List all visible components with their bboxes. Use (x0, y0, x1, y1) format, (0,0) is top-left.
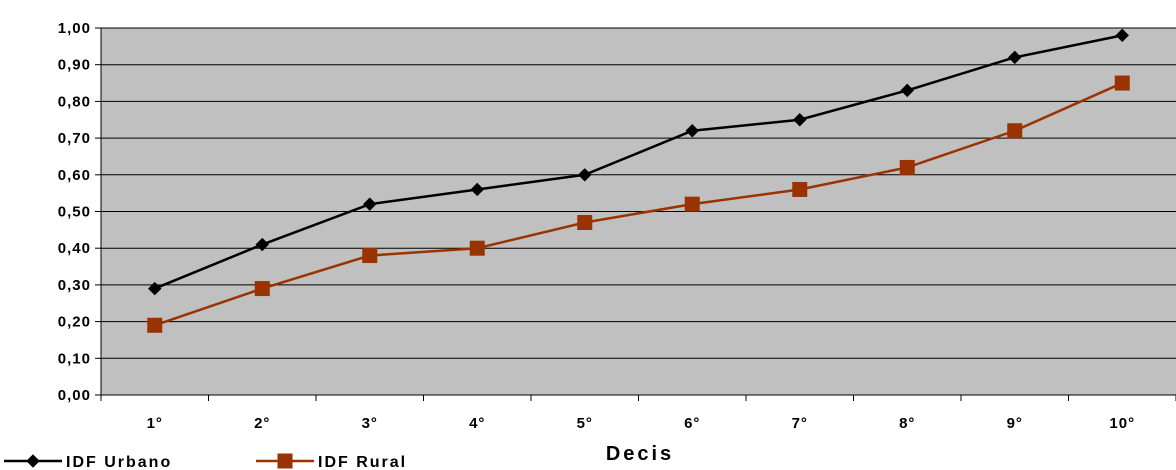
data-point (577, 215, 593, 231)
legend-marker (277, 453, 293, 469)
data-point (1115, 28, 1129, 43)
legend-marker (26, 454, 40, 468)
data-point (900, 83, 914, 98)
y-tick-label: 0,60 (58, 167, 91, 184)
legend-item: IDF Urbano (4, 454, 172, 470)
x-tick-label: 2° (254, 415, 270, 432)
data-point (255, 237, 269, 252)
legend-item: IDF Rural (256, 453, 407, 470)
data-point (148, 281, 162, 296)
series-line (154, 81, 1123, 327)
data-point (685, 124, 699, 138)
legend: IDF Urbano IDF Rural (4, 453, 407, 470)
x-tick-label: 10° (1109, 415, 1135, 432)
gridlines (95, 27, 1176, 396)
y-tick-label: 0,30 (58, 277, 91, 294)
x-tick-label: 7° (792, 415, 808, 432)
data-point (1114, 75, 1130, 91)
y-tick-label: 0,20 (58, 314, 91, 331)
y-axis-tick-labels: 0,00 0,10 0,20 0,30 0,40 0,50 0,60 0,70 0,80 0,90… (58, 20, 91, 404)
y-tick-label: 0,40 (58, 240, 91, 257)
y-tick-label: 0,80 (58, 93, 91, 110)
data-point (254, 281, 270, 297)
x-tick-label: 8° (899, 415, 915, 432)
data-point (469, 240, 485, 256)
data-point (899, 159, 915, 175)
data-point (792, 181, 808, 197)
data-point (578, 168, 592, 182)
data-point (363, 197, 377, 211)
data-point (793, 113, 807, 127)
legend-label: IDF Urbano (66, 454, 172, 470)
x-tick-label: 9° (1007, 415, 1023, 432)
x-tick-label: 4° (469, 415, 485, 432)
series-1 (148, 28, 1129, 296)
y-tick-label: 0,50 (58, 204, 91, 221)
series-layer (147, 28, 1130, 333)
legend-label: IDF Rural (318, 454, 407, 470)
x-tick-label: 5° (577, 415, 593, 432)
data-point (1008, 50, 1022, 65)
y-tick-label: 0,70 (58, 130, 91, 147)
y-tick-label: 0,00 (58, 387, 91, 404)
x-axis-tick-labels: 1° 2° 3° 4° 5° 6° 7° 8° 9° 10° (147, 415, 1135, 432)
series-2 (147, 75, 1130, 333)
data-point (470, 182, 484, 197)
x-tick-label: 1° (147, 415, 163, 432)
x-tick-label: 3° (362, 415, 378, 432)
data-point (1007, 123, 1023, 139)
data-point (147, 317, 163, 333)
series-line (154, 34, 1123, 290)
data-point (362, 248, 378, 264)
y-tick-label: 1,00 (58, 20, 91, 37)
axes (100, 28, 1176, 401)
y-tick-label: 0,10 (58, 350, 91, 367)
x-axis-title: Decis (606, 443, 674, 465)
y-tick-label: 0,90 (58, 57, 91, 74)
x-tick-label: 6° (684, 415, 700, 432)
data-point (684, 196, 700, 212)
